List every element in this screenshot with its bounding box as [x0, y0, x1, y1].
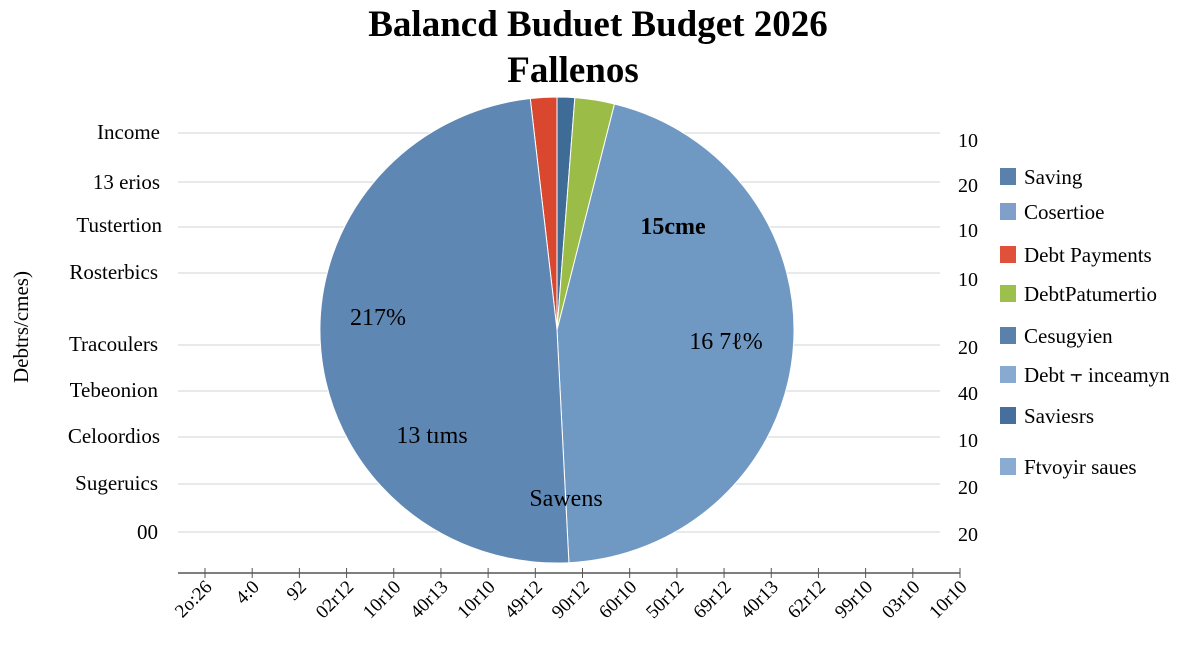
right-axis-label-3: 10: [958, 269, 978, 291]
x-tick-label-15: 03r10: [878, 577, 924, 623]
x-tick-label-4: 10r10: [359, 577, 405, 623]
chart-text: Balancd Buduet Budget 2026 Fallenos Debt…: [9, 4, 978, 546]
legend-swatch-1: [1000, 203, 1016, 220]
x-tick-label-1: 4:0: [232, 577, 264, 609]
x-axis: 2o:26 4:0 92 02r12 10r10 40r13 10r10 49r12 90r12…: [171, 568, 972, 623]
x-tick-label-2: 92: [283, 577, 311, 605]
chart-subtitle: Fallenos: [507, 50, 639, 91]
legend-swatch-2: [1000, 246, 1016, 263]
x-tick-label-9: 60r10: [595, 577, 641, 623]
slice-label-3: 13 tıms: [396, 423, 467, 449]
y-axis-label: Debtrs/cmes): [9, 271, 33, 383]
right-axis-label-0: 10: [958, 130, 978, 152]
slice-label-1: 16 7ℓ%: [689, 329, 763, 355]
slice-label-0: 15cme: [640, 214, 706, 240]
legend-label-3: DebtPatumertio: [1024, 282, 1157, 306]
left-axis-label-2: Tustertion: [76, 213, 162, 237]
left-axis-label-0: Income: [97, 120, 160, 144]
left-axis-label-5: Tebeonion: [70, 378, 159, 402]
right-axis-label-6: 10: [958, 430, 978, 452]
legend-label-7: Ftvoyir saues: [1024, 455, 1137, 479]
legend-swatch-4: [1000, 327, 1016, 344]
chart-title: Balancd Buduet Budget 2026: [368, 4, 828, 45]
x-tick-label-11: 69r12: [689, 577, 735, 623]
left-axis-label-8: 00: [137, 520, 158, 544]
pie-slices: [319, 96, 795, 564]
right-axis-label-1: 20: [958, 175, 978, 197]
legend-swatch-3: [1000, 285, 1016, 302]
x-tick-label-3: 02r12: [312, 577, 358, 623]
right-axis-label-5: 40: [958, 383, 978, 405]
x-tick-label-14: 99r10: [831, 577, 877, 623]
legend-label-1: Cosertioe: [1024, 200, 1104, 224]
legend: Saving Cosertioe Debt Payments DebtPatumert…: [1000, 165, 1170, 479]
slice-label-2: 217%: [350, 305, 406, 331]
x-tick-label-7: 49r12: [501, 577, 547, 623]
legend-label-2: Debt Payments: [1024, 243, 1152, 267]
pie-slice-3: [556, 103, 795, 564]
right-axis-label-7: 20: [958, 477, 978, 499]
left-axis-label-3: Rosterbics: [69, 260, 158, 284]
pie-slice-4: [319, 97, 570, 564]
x-tick-label-10: 50r12: [642, 577, 688, 623]
x-tick-label-12: 40r13: [737, 577, 783, 623]
legend-label-6: Saviesrs: [1024, 404, 1094, 428]
x-tick-label-5: 40r13: [406, 577, 452, 623]
legend-label-5: Debt ⫟ inceamyn: [1024, 363, 1170, 387]
left-axis-label-6: Celoordios: [68, 424, 160, 448]
legend-label-4: Cesugyien: [1024, 324, 1113, 348]
x-tick-label-8: 90r12: [548, 577, 594, 623]
x-tick-label-13: 62r12: [784, 577, 830, 623]
x-tick-label-0: 2o:26: [171, 577, 216, 622]
x-tick-label-6: 10r10: [453, 577, 499, 623]
left-axis-label-7: Sugeruics: [75, 471, 158, 495]
legend-swatch-7: [1000, 458, 1016, 475]
legend-swatch-5: [1000, 366, 1016, 383]
right-axis-label-4: 20: [958, 337, 978, 359]
slice-label-4: Sawens: [529, 486, 602, 512]
right-axis-label-2: 10: [958, 220, 978, 242]
legend-swatch-6: [1000, 407, 1016, 424]
x-tick-label-16: 10r10: [925, 577, 971, 623]
legend-label-0: Saving: [1024, 165, 1083, 189]
left-axis-label-1: 13 erios: [93, 170, 160, 194]
legend-swatch-0: [1000, 168, 1016, 185]
left-axis-label-4: Tracoulers: [69, 332, 158, 356]
right-axis-label-8: 20: [958, 524, 978, 546]
